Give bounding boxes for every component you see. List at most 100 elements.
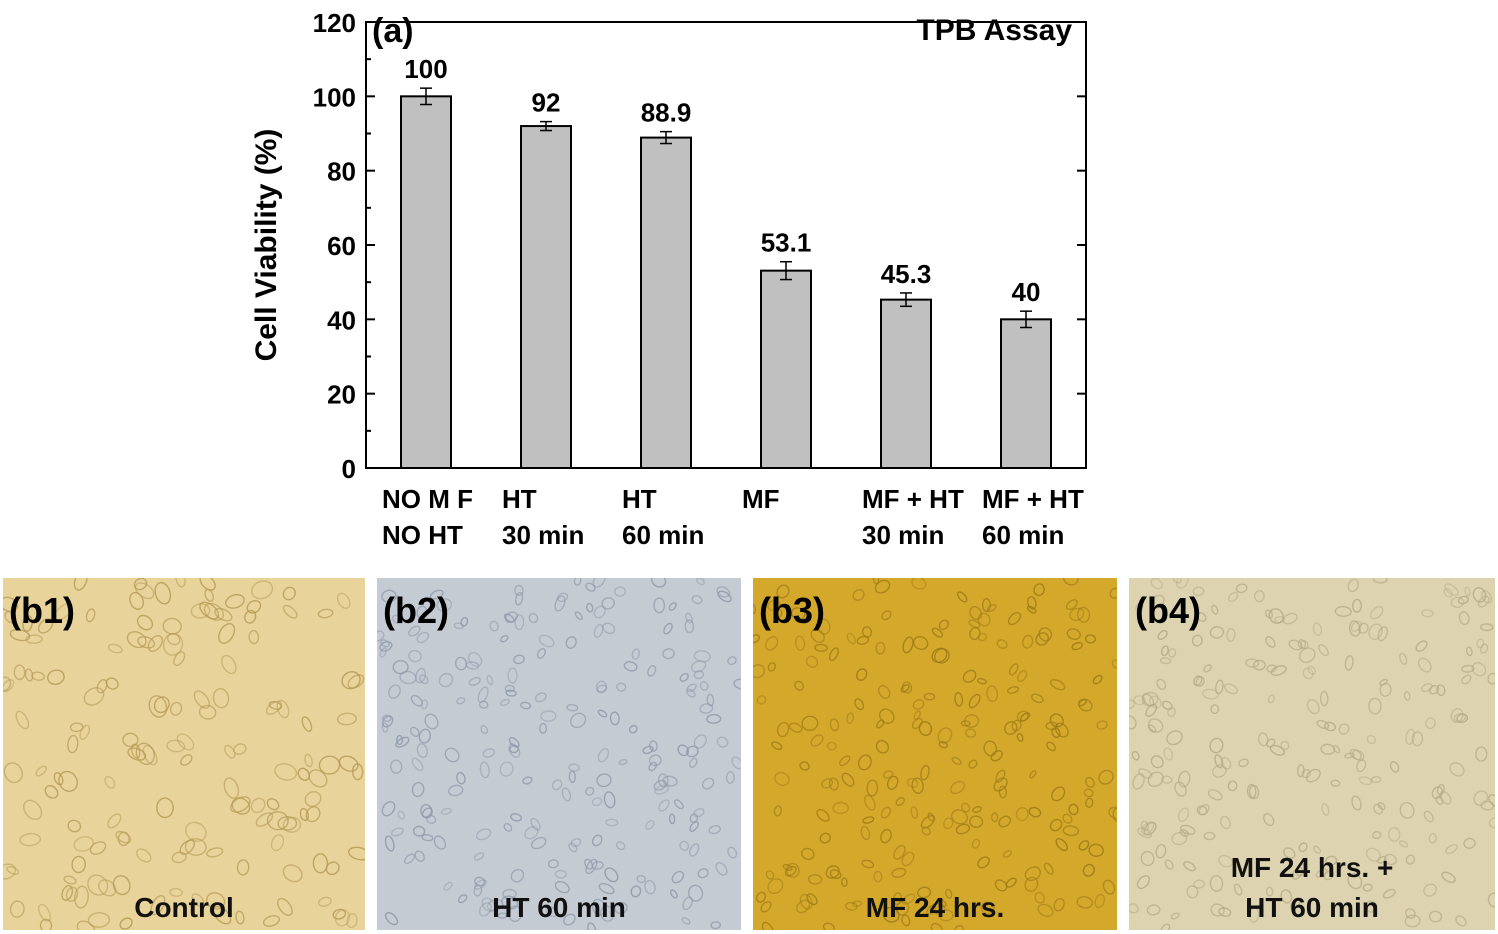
cell-shape (122, 732, 139, 748)
cell-shape (699, 681, 709, 691)
cell-shape (503, 822, 513, 832)
cell-shape (942, 817, 954, 830)
cell-shape (717, 590, 732, 603)
cell-shape (846, 712, 855, 725)
cell-shape (881, 610, 892, 621)
cell-shape (911, 777, 924, 794)
cell-shape (347, 846, 365, 861)
cell-shape (1351, 598, 1363, 613)
cell-shape (696, 578, 705, 586)
cell-shape (631, 648, 640, 660)
bar-value-label: 100 (404, 54, 447, 84)
cell-shape (605, 818, 619, 827)
cell-shape (53, 771, 64, 786)
cell-shape (223, 777, 240, 799)
cell-shape (838, 755, 851, 767)
cell-shape (131, 743, 141, 759)
cell-shape (1160, 923, 1171, 930)
cell-shape (767, 662, 776, 672)
cell-shape (1129, 903, 1139, 914)
cell-shape (706, 713, 722, 724)
cell-shape (503, 613, 515, 623)
x-tick-label: NO HT (382, 520, 463, 550)
cell-shape (771, 741, 783, 751)
cell-shape (235, 910, 245, 925)
cell-shape (389, 759, 403, 774)
caption-line: HT 60 min (492, 892, 626, 923)
cell-shape (1349, 748, 1362, 761)
caption-line: MF 24 hrs. + (1230, 852, 1394, 883)
cell-shape (554, 880, 570, 894)
cell-shape (119, 917, 133, 930)
cell-shape (510, 868, 525, 883)
cell-shape (1193, 675, 1203, 687)
cell-shape (805, 655, 819, 668)
cell-shape (318, 755, 341, 775)
cell-shape (304, 791, 322, 807)
cell-shape (1445, 844, 1458, 855)
cell-shape (520, 701, 532, 710)
cell-shape (1344, 752, 1355, 759)
cell-shape (1141, 691, 1159, 707)
cell-shape (15, 710, 30, 730)
cell-shape (926, 904, 937, 915)
bar (520, 125, 572, 469)
cell-shape (1160, 645, 1169, 657)
cell-shape (795, 635, 806, 651)
cell-shape (901, 851, 915, 867)
cell-shape (563, 913, 576, 926)
cell-shape (679, 672, 689, 682)
cell-shape (856, 668, 868, 681)
cell-shape (528, 612, 539, 624)
cell-shape (679, 840, 690, 851)
cell-shape (686, 683, 697, 693)
cell-shape (1030, 693, 1044, 704)
cell-shape (1257, 732, 1269, 747)
cell-shape (566, 703, 579, 712)
cell-shape (1034, 891, 1045, 904)
cell-shape (828, 647, 839, 662)
cell-shape (171, 851, 187, 864)
cell-shape (968, 693, 981, 709)
cell-shape (875, 641, 886, 655)
micrograph-image (377, 578, 741, 930)
cell-shape (773, 805, 783, 817)
cell-shape (715, 862, 728, 876)
cell-shape (1270, 665, 1287, 677)
cell-shape (397, 810, 406, 820)
cell-shape (1350, 620, 1362, 632)
cell-shape (1049, 818, 1063, 832)
cell-shape (1307, 665, 1316, 675)
cell-shape (1062, 578, 1079, 586)
cell-shape (1382, 888, 1396, 899)
cell-shape (514, 591, 524, 606)
cell-shape (1283, 847, 1296, 859)
cell-shape (1425, 717, 1436, 730)
micrograph-image (1129, 578, 1495, 930)
cell-shape (1316, 719, 1330, 730)
cell-shape (414, 850, 425, 862)
cell-shape (1299, 647, 1316, 664)
panel-label: (b3) (759, 590, 825, 631)
caption-line: MF 24 hrs. (865, 892, 1005, 923)
cell-shape (618, 758, 628, 766)
cell-shape (671, 870, 685, 884)
cell-shape (1155, 843, 1167, 859)
cell-shape (685, 612, 693, 624)
cell-shape (591, 797, 603, 807)
cell-shape (334, 909, 351, 927)
cell-shape (1140, 821, 1155, 835)
cell-shape (832, 801, 849, 815)
cell-shape (1362, 883, 1373, 892)
cell-shape (150, 894, 166, 916)
cell-shape (136, 614, 154, 631)
cell-shape (1372, 578, 1388, 584)
cell-shape (764, 636, 779, 651)
cell-shape (901, 914, 911, 927)
cell-shape (1006, 686, 1020, 694)
cell-shape (689, 821, 699, 832)
cell-shape (1156, 678, 1167, 690)
cell-shape (1428, 833, 1438, 844)
cell-shape (147, 635, 163, 652)
cell-shape (199, 578, 216, 591)
